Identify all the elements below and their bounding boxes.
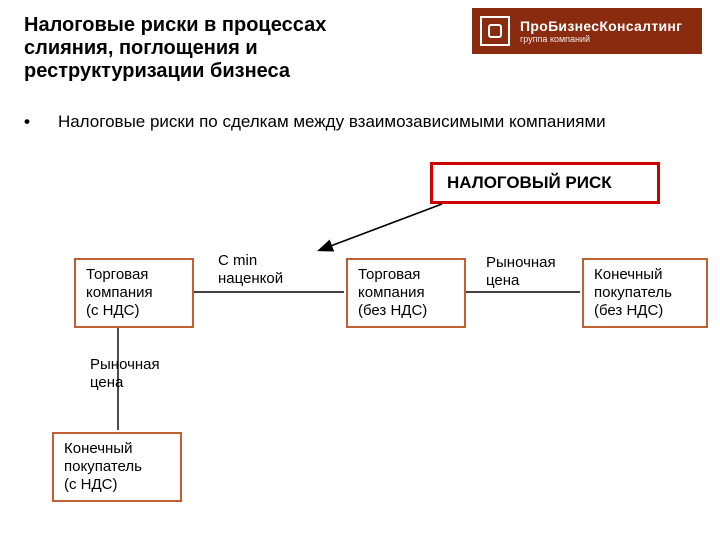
brand-logo-line2: группа компаний <box>520 34 682 44</box>
node-trading-no-vat: Торговаякомпания(без НДС) <box>346 258 466 328</box>
bullet-dot: • <box>24 112 30 132</box>
subtitle-bullet: • Налоговые риски по сделкам между взаим… <box>24 112 606 132</box>
page-title: Налоговые риски в процессах слияния, пог… <box>24 14 404 83</box>
node-label: Торговаякомпания(с НДС) <box>86 266 153 319</box>
brand-logo-text: ПроБизнесКонсалтинг группа компаний <box>520 18 682 44</box>
edge-label-text: Рыночнаяцена <box>486 254 556 289</box>
node-buyer-with-vat: Конечныйпокупатель(с НДС) <box>52 432 182 502</box>
node-buyer-no-vat: Конечныйпокупатель(без НДС) <box>582 258 708 328</box>
node-label: Конечныйпокупатель(с НДС) <box>64 440 142 493</box>
edge-label-text: Рыночнаяцена <box>90 356 160 391</box>
brand-logo: ПроБизнесКонсалтинг группа компаний <box>472 8 702 54</box>
node-label: Торговаякомпания(без НДС) <box>358 266 427 319</box>
subtitle-text: Налоговые риски по сделкам между взаимоз… <box>58 112 606 132</box>
edge-label-text: С minнаценкой <box>218 252 283 287</box>
tax-risk-label: НАЛОГОВЫЙ РИСК <box>447 173 612 192</box>
brand-logo-line1: ПроБизнесКонсалтинг <box>520 18 682 34</box>
brand-logo-icon <box>480 16 510 46</box>
edge-label-market-price-1: Рыночнаяцена <box>486 254 556 290</box>
node-trading-with-vat: Торговаякомпания(с НДС) <box>74 258 194 328</box>
edge-label-market-price-2: Рыночнаяцена <box>90 356 160 392</box>
arrow-risk-to-node <box>320 204 442 250</box>
tax-risk-box: НАЛОГОВЫЙ РИСК <box>430 162 660 204</box>
edge-label-min-markup: С minнаценкой <box>218 252 283 288</box>
node-label: Конечныйпокупатель(без НДС) <box>594 266 672 319</box>
